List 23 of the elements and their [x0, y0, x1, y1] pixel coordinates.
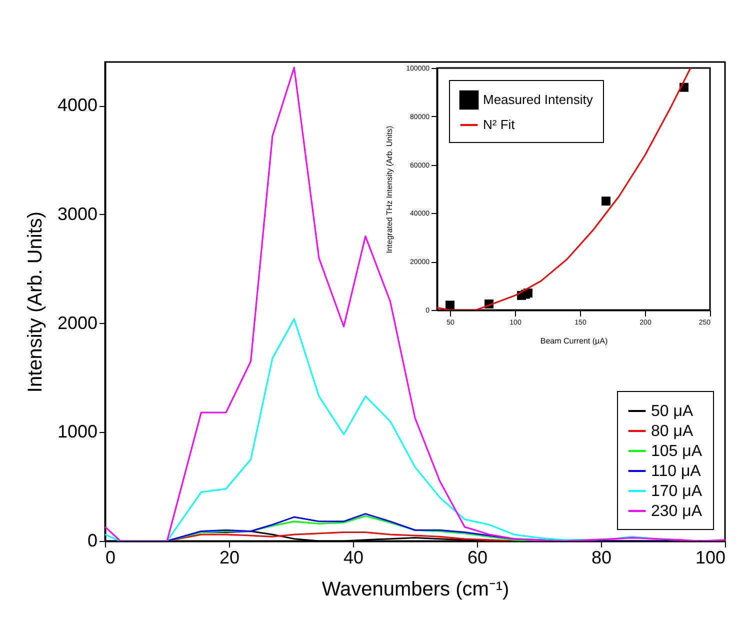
legend-label: 110 μA — [651, 463, 702, 480]
legend-label: 230 μA — [651, 503, 702, 520]
y-tick-label: 3000 — [57, 204, 98, 224]
y-tick-label: 4000 — [57, 95, 98, 116]
y-axis-title: Integrated THz Intensity (Arb. Units) — [385, 125, 394, 254]
x-axis-title: Wavenumbers (cm⁻¹) — [322, 578, 510, 600]
x-tick-label: 60 — [467, 548, 488, 568]
legend-label: 105 μA — [651, 443, 702, 460]
legend-label: 50 μA — [651, 403, 694, 420]
x-tick-label: 0 — [106, 548, 116, 568]
x-tick-label: 20 — [219, 548, 240, 568]
legend-label: 80 μA — [651, 423, 694, 440]
x-axis-title: Beam Current (μA) — [540, 336, 608, 346]
legend-label: N² Fit — [483, 117, 516, 132]
y-tick-label: 2000 — [57, 312, 98, 333]
x-tick-label: 100 — [695, 548, 726, 568]
y-tick-label: 0 — [87, 530, 98, 550]
legend-label: Measured Intensity — [483, 92, 594, 107]
legend-label: 170 μA — [651, 483, 702, 500]
y-tick-label: 1000 — [57, 422, 98, 442]
x-tick-label: 40 — [343, 548, 364, 568]
x-tick-label: 80 — [591, 548, 612, 568]
y-axis-title: Intensity (Arb. Units) — [24, 211, 46, 393]
